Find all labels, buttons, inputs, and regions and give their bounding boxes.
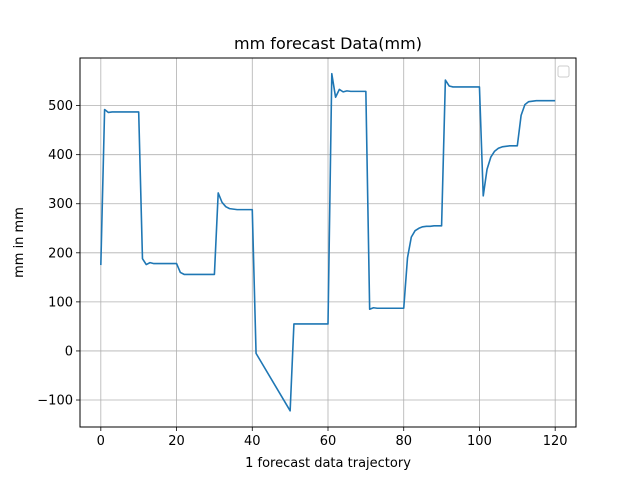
x-axis-label: 1 forecast data trajectory — [245, 456, 411, 471]
series-line-1 — [100, 72, 556, 412]
y-axis-label: mm in mm — [12, 207, 27, 278]
x-tick-label: 120 — [543, 434, 568, 449]
y-tick-label: 400 — [48, 148, 73, 163]
x-tick-label: 100 — [467, 434, 492, 449]
x-axis-ticks: 0 20 40 60 80 100 120 — [97, 427, 568, 449]
y-tick-label: −100 — [37, 394, 73, 409]
x-tick-label: 60 — [320, 434, 337, 449]
x-tick-label: 40 — [244, 434, 261, 449]
y-axis-ticks: −100 0 100 200 300 400 500 — [37, 99, 80, 409]
y-tick-label: 0 — [65, 344, 73, 359]
x-tick-label: 20 — [168, 434, 185, 449]
y-tick-label: 500 — [48, 99, 73, 114]
y-tick-label: 200 — [48, 246, 73, 261]
x-tick-label: 80 — [395, 434, 412, 449]
chart-title: mm forecast Data(mm) — [234, 34, 422, 53]
y-tick-label: 300 — [48, 197, 73, 212]
series-lines — [100, 72, 556, 412]
y-tick-label: 100 — [48, 295, 73, 310]
legend-box — [557, 65, 570, 78]
x-tick-label: 0 — [97, 434, 105, 449]
